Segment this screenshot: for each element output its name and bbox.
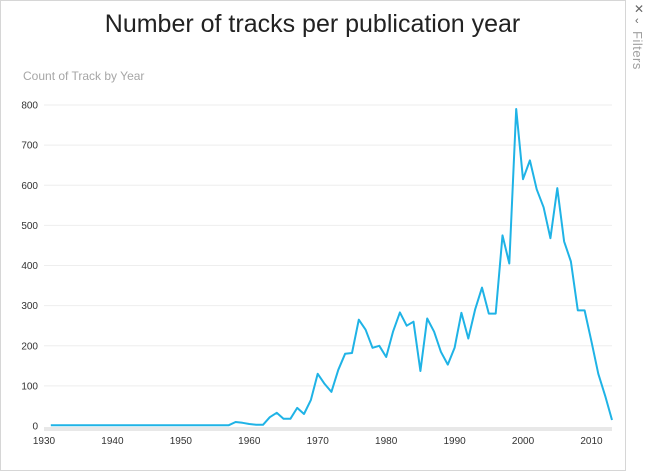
x-axis-track: [44, 427, 612, 431]
axes: 0 100 200 300 400 500 600 700 800 1930 1940 1950 196…: [21, 101, 612, 447]
line-chart[interactable]: 0 100 200 300 400 500 600 700 800 1930 1940 1950 196…: [0, 0, 625, 471]
x-tick-label: 1950: [170, 436, 193, 447]
y-tick-label: 100: [21, 381, 38, 392]
y-tick-label: 300: [21, 301, 38, 312]
y-tick-label: 0: [32, 422, 38, 433]
report-canvas: Number of tracks per publication year Co…: [0, 0, 625, 471]
y-tick-label: 800: [21, 101, 38, 112]
filters-pane[interactable]: ✕ ‹ Filters: [625, 0, 652, 471]
chevron-left-icon[interactable]: ‹: [635, 15, 639, 27]
y-tick-label: 200: [21, 341, 38, 352]
y-tick-label: 600: [21, 181, 38, 192]
filters-label[interactable]: Filters: [630, 31, 645, 70]
x-tick-label: 1940: [101, 436, 124, 447]
gridlines: [44, 104, 612, 387]
x-tick-label: 1930: [33, 436, 56, 447]
x-tick-label: 2000: [512, 436, 535, 447]
page-title: Number of tracks per publication year: [104, 10, 521, 38]
x-tick-label: 1990: [443, 436, 466, 447]
chart-subtitle: Count of Track by Year: [23, 69, 145, 83]
close-icon[interactable]: ✕: [634, 2, 645, 16]
series-layer: [50, 108, 613, 427]
x-tick-label: 1960: [238, 436, 261, 447]
x-tick-label: 1970: [307, 436, 330, 447]
x-tick-label: 2010: [580, 436, 603, 447]
y-tick-label: 400: [21, 261, 38, 272]
y-tick-label: 500: [21, 221, 38, 232]
y-tick-label: 700: [21, 141, 38, 152]
series-line[interactable]: [50, 108, 613, 427]
x-tick-label: 1980: [375, 436, 398, 447]
